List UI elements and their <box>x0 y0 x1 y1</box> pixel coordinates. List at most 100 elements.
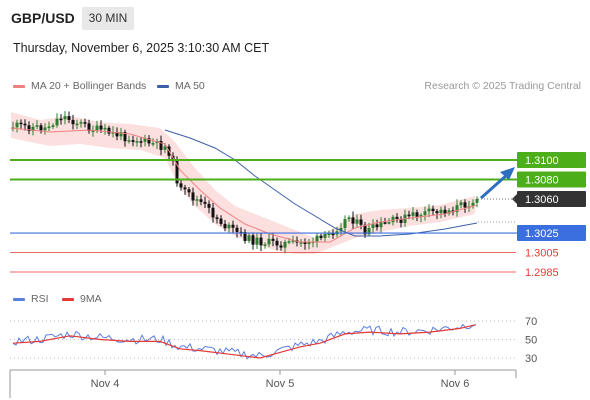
legend-ma50: MA 50 <box>157 80 205 92</box>
legend-rsi: RSI <box>13 293 49 305</box>
candle-body <box>351 217 355 224</box>
candle-body <box>471 202 475 207</box>
candle-body <box>439 209 443 214</box>
attribution: Research © 2025 Trading Central <box>424 80 581 92</box>
candle-body <box>407 214 411 217</box>
candle-body <box>283 241 287 248</box>
candle-body <box>207 203 211 208</box>
ma20-swatch-icon <box>13 84 25 88</box>
time-axis: Nov 4 Nov 5 Nov 6 <box>9 369 517 398</box>
rsi-tick-label: 30 <box>525 353 537 365</box>
candle-body <box>383 222 387 224</box>
candle-body <box>343 219 347 229</box>
support-label: 1.3025 <box>525 228 559 240</box>
candle-body <box>139 141 143 143</box>
candle-body <box>83 122 87 124</box>
candle-body <box>347 217 351 220</box>
candle-body <box>199 199 203 202</box>
candle-body <box>243 232 247 241</box>
candle-body <box>415 212 419 217</box>
candle-body <box>71 119 75 125</box>
resistance-label: 1.3080 <box>525 174 559 186</box>
chart-datetime: Thursday, November 6, 2025 3:10:30 AM CE… <box>13 41 270 55</box>
candle-body <box>23 123 27 126</box>
candle-body <box>371 224 375 228</box>
candle-body <box>419 215 423 217</box>
candle-body <box>119 132 123 137</box>
bollinger-band <box>11 112 475 254</box>
candle-body <box>103 127 107 130</box>
candle-body <box>339 228 343 232</box>
candle-body <box>303 242 307 244</box>
resistance-label: 1.3100 <box>525 155 559 167</box>
candle-body <box>251 235 255 245</box>
candle-body <box>15 122 19 128</box>
candle-body <box>315 235 319 242</box>
candle-body <box>431 208 435 212</box>
candle-body <box>179 183 183 188</box>
ma20-line <box>10 127 478 243</box>
rsi-panel: 30 50 70 <box>10 316 537 365</box>
candle-body <box>443 209 447 214</box>
candle-body <box>159 140 163 150</box>
candle-body <box>215 217 219 219</box>
candle-body <box>455 205 459 213</box>
candle-body <box>459 202 463 206</box>
candle-body <box>435 211 439 214</box>
level-labels: 1.3100 1.3080 1.3060 1.3025 1.3005 1.2985 <box>512 152 586 279</box>
candle-body <box>399 218 403 223</box>
candle-body <box>223 223 227 229</box>
candle-body <box>235 227 239 232</box>
chart-header: GBP/USD 30 MIN <box>0 0 590 36</box>
candle-body <box>43 127 47 131</box>
candle-body <box>367 227 371 235</box>
candle-body <box>359 219 363 225</box>
candle-body <box>375 224 379 228</box>
arrowhead-icon <box>500 167 515 180</box>
last-price-label-box <box>517 190 586 207</box>
candle-body <box>271 238 275 241</box>
lower-support-label: 1.2985 <box>525 267 559 279</box>
candle-body <box>63 116 67 120</box>
candle-body <box>135 141 139 143</box>
candle-body <box>163 146 167 150</box>
candle-body <box>39 125 43 131</box>
legend-9ma-label: 9MA <box>80 293 102 305</box>
legend-ma20-label: MA 20 + Bollinger Bands <box>31 80 147 92</box>
candle-body <box>75 123 79 126</box>
timeframe-button[interactable]: 30 MIN <box>82 7 134 30</box>
candle-body <box>279 245 283 248</box>
candle-body <box>183 187 187 190</box>
candle-body <box>247 235 251 241</box>
candle-body <box>299 242 303 244</box>
candle-body <box>227 224 231 229</box>
candle-body <box>231 224 235 228</box>
candle-body <box>447 210 451 214</box>
axis-tick-label: Nov 5 <box>266 378 295 390</box>
candle-body <box>331 233 335 236</box>
candle-body <box>203 201 207 204</box>
candle-body <box>27 125 31 132</box>
candle-body <box>31 126 35 132</box>
candle-body <box>151 143 155 145</box>
axis-tick-label: Nov 4 <box>91 378 120 390</box>
candle-body <box>327 233 331 236</box>
rsi-ma-line <box>12 324 477 359</box>
candle-body <box>55 118 59 126</box>
axis-tick-label: Nov 6 <box>441 378 470 390</box>
candle-body <box>47 126 51 129</box>
lower-support-label: 1.3005 <box>525 248 559 260</box>
candle-body <box>263 244 267 246</box>
candle-body <box>19 122 23 125</box>
symbol-title: GBP/USD <box>11 10 75 26</box>
candle-body <box>287 241 291 243</box>
ma50-line <box>164 129 478 237</box>
candle-body <box>191 192 195 201</box>
candle-body <box>123 132 127 142</box>
legend-ma50-label: MA 50 <box>175 80 205 92</box>
rsi-swatch-icon <box>13 297 25 301</box>
candle-body <box>143 138 147 142</box>
candle-body <box>259 237 263 246</box>
candle-body <box>355 219 359 224</box>
